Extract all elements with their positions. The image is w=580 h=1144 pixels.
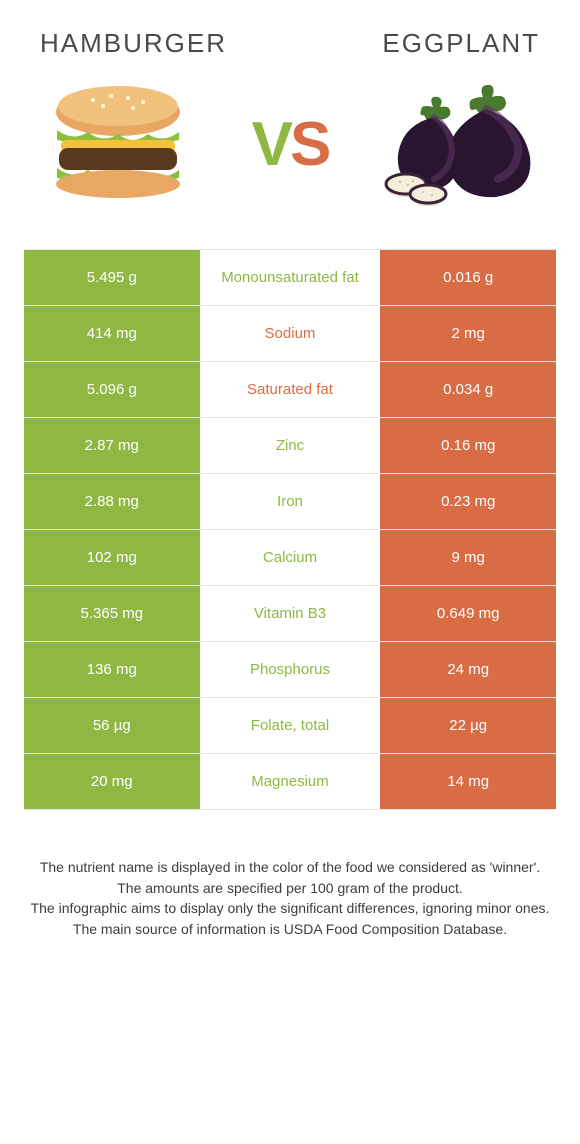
table-row: 56 µgFolate, total22 µg [24,698,556,754]
footnote-line-4: The main source of information is USDA F… [24,920,556,940]
nutrient-name-cell: Magnesium [200,754,381,809]
left-value-cell: 2.87 mg [24,418,200,473]
right-value-cell: 0.034 g [380,362,556,417]
footnote-line-1: The nutrient name is displayed in the co… [24,858,556,878]
nutrient-name-cell: Folate, total [200,698,381,753]
left-value-cell: 136 mg [24,642,200,697]
table-row: 414 mgSodium2 mg [24,306,556,362]
right-value-cell: 24 mg [380,642,556,697]
nutrient-name-cell: Sodium [200,306,381,361]
nutrient-name-cell: Vitamin B3 [200,586,381,641]
right-value-cell: 14 mg [380,754,556,809]
footnote-line-3: The infographic aims to display only the… [24,899,556,919]
right-value-cell: 0.649 mg [380,586,556,641]
nutrient-name-cell: Monounsaturated fat [200,250,381,305]
right-value-cell: 9 mg [380,530,556,585]
nutrient-name-cell: Saturated fat [200,362,381,417]
header-row: Hamburger Eggplant [0,0,580,69]
left-value-cell: 102 mg [24,530,200,585]
nutrient-name-cell: Iron [200,474,381,529]
table-row: 2.88 mgIron0.23 mg [24,474,556,530]
left-value-cell: 56 µg [24,698,200,753]
right-value-cell: 22 µg [380,698,556,753]
vs-s-letter: S [290,110,328,179]
right-value-cell: 0.23 mg [380,474,556,529]
table-row: 136 mgPhosphorus24 mg [24,642,556,698]
left-value-cell: 5.365 mg [24,586,200,641]
footnote: The nutrient name is displayed in the co… [0,810,580,939]
footnote-line-2: The amounts are specified per 100 gram o… [24,879,556,899]
images-row: VS [0,69,580,239]
left-value-cell: 2.88 mg [24,474,200,529]
table-row: 20 mgMagnesium14 mg [24,754,556,810]
table-row: 5.495 gMonounsaturated fat0.016 g [24,250,556,306]
right-value-cell: 0.16 mg [380,418,556,473]
table-row: 5.365 mgVitamin B30.649 mg [24,586,556,642]
right-value-cell: 2 mg [380,306,556,361]
right-value-cell: 0.016 g [380,250,556,305]
left-value-cell: 20 mg [24,754,200,809]
left-value-cell: 414 mg [24,306,200,361]
table-row: 5.096 gSaturated fat0.034 g [24,362,556,418]
left-value-cell: 5.495 g [24,250,200,305]
left-food-title: Hamburger [40,28,227,59]
table-row: 2.87 mgZinc0.16 mg [24,418,556,474]
nutrient-name-cell: Zinc [200,418,381,473]
vs-v-letter: V [252,110,290,179]
nutrient-name-cell: Calcium [200,530,381,585]
eggplant-image [375,79,550,209]
nutrient-name-cell: Phosphorus [200,642,381,697]
nutrition-table: 5.495 gMonounsaturated fat0.016 g414 mgS… [24,249,556,810]
left-value-cell: 5.096 g [24,362,200,417]
table-row: 102 mgCalcium9 mg [24,530,556,586]
vs-text: VS [252,109,329,180]
right-food-title: Eggplant [382,28,540,59]
hamburger-image [30,79,205,209]
